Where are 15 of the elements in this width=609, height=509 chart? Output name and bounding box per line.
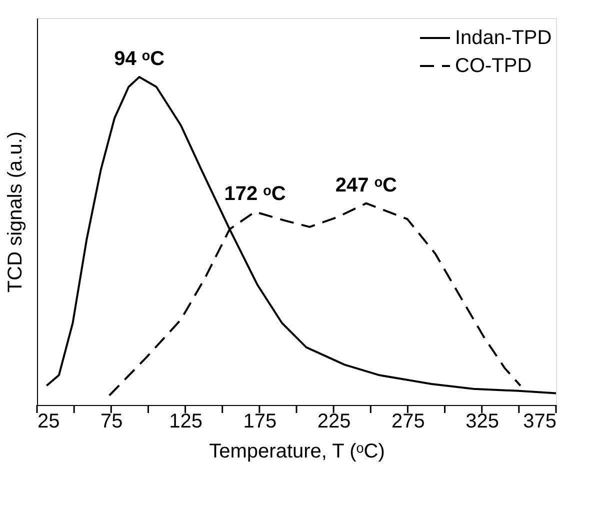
legend-label: Indan-TPD (455, 27, 552, 49)
x-tick-label: 325 (466, 410, 500, 432)
annotation: 94 ᵒC (114, 48, 165, 70)
legend-label: CO-TPD (455, 55, 532, 77)
x-tick-label: 75 (100, 410, 123, 432)
x-tick-label: 25 (38, 410, 60, 432)
x-tick-label: 225 (317, 410, 351, 432)
x-tick-label: 375 (523, 410, 556, 432)
annotation: 172 ᵒC (224, 182, 286, 205)
x-tick-label: 125 (169, 410, 202, 432)
y-axis-title: TCD signals (a.u.) (4, 131, 26, 293)
annotation: 247 ᵒC (335, 174, 397, 196)
x-tick-label: 275 (392, 410, 425, 432)
x-axis-title: Temperature, T (ᵒC) (209, 440, 385, 462)
x-tick-label: 175 (243, 410, 277, 432)
